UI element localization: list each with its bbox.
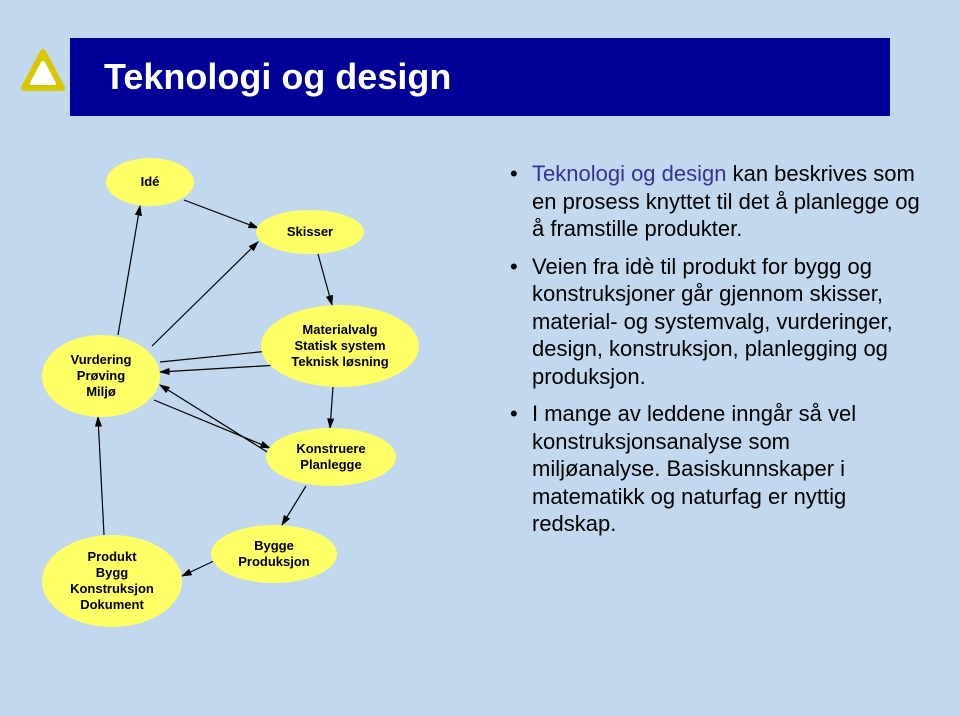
node-produkt: ProduktByggKonstruksjonDokument [42,535,182,627]
slide-title: Teknologi og design [104,56,451,98]
bullet-item: Teknologi og design kan beskrives som en… [510,160,920,243]
bullet-list: Teknologi og design kan beskrives som en… [510,160,920,548]
node-bygge: ByggeProduksjon [211,525,337,583]
triangle-icon [20,48,66,94]
node-ide: Idé [106,158,194,206]
node-skisser: Skisser [256,210,364,254]
bullet-item: I mange av leddene inngår så vel konstru… [510,400,920,538]
bullet-item: Veien fra idè til produkt for bygg og ko… [510,253,920,391]
node-vurdering: VurderingPrøvingMiljø [42,335,160,417]
node-konstruere: KonstruerePlanlegge [266,428,396,486]
title-bar: Teknologi og design [70,38,890,116]
process-diagram: Idé Skisser VurderingPrøvingMiljø Materialv… [36,150,486,640]
node-materialvalg: MaterialvalgStatisk systemTeknisk løsnin… [261,305,419,387]
